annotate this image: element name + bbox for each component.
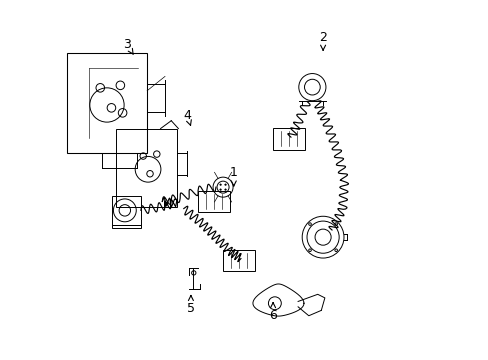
Circle shape <box>224 184 226 185</box>
Text: 2: 2 <box>319 31 326 50</box>
Text: 3: 3 <box>122 38 133 54</box>
Circle shape <box>219 184 221 185</box>
Text: 5: 5 <box>186 296 195 315</box>
Text: 1: 1 <box>229 166 237 186</box>
Circle shape <box>224 189 226 190</box>
Circle shape <box>219 189 221 190</box>
Text: 6: 6 <box>268 303 276 322</box>
Text: 4: 4 <box>183 109 191 125</box>
